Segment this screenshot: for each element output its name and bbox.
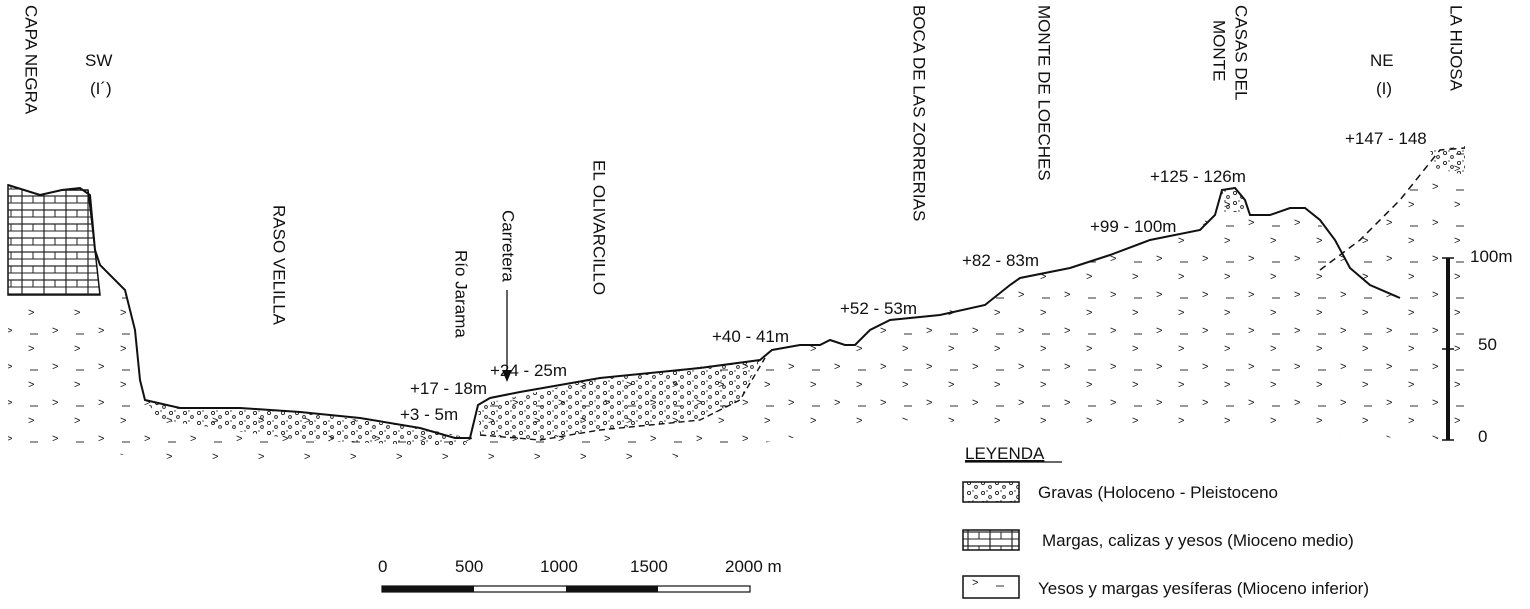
terrace-label: +40 - 41m xyxy=(712,327,789,346)
place-label: MONTE xyxy=(1210,20,1229,81)
cross-section: >> CAPA NEGRA RASO VELILLA Río Jarama Ca… xyxy=(0,0,1530,609)
terrace-label: +99 - 100m xyxy=(1090,217,1176,236)
direction-code: (I´) xyxy=(90,79,112,98)
place-label: EL OLIVARCILLO xyxy=(590,160,609,295)
terrace-label: +24 - 25m xyxy=(490,361,567,380)
scale-label: 50 xyxy=(1478,335,1497,354)
scale-label: 100m xyxy=(1470,247,1513,266)
limestone-block xyxy=(8,185,100,295)
legend-swatch xyxy=(963,482,1019,502)
terrace-label: +125 - 126m xyxy=(1150,167,1246,186)
legend: LEYENDA Gravas (Holoceno - Pleistoceno M… xyxy=(963,444,1369,598)
place-label: Carretera xyxy=(499,210,518,282)
place-label: CASAS DEL xyxy=(1232,5,1251,100)
terrace-label: +17 - 18m xyxy=(410,379,487,398)
geology xyxy=(8,146,1465,470)
place-label: MONTE DE LOECHES xyxy=(1035,5,1054,181)
legend-swatch xyxy=(963,530,1019,550)
place-label: RASO VELILLA xyxy=(270,205,289,326)
terrace-label: +3 - 5m xyxy=(400,405,458,424)
scale-label: 0 xyxy=(378,557,387,576)
place-label: CAPA NEGRA xyxy=(22,5,41,115)
page: >> CAPA NEGRA RASO VELILLA Río Jarama Ca… xyxy=(0,0,1530,609)
terrace-label: +52 - 53m xyxy=(840,299,917,318)
scale-label: 0 xyxy=(1478,427,1487,446)
place-label: LA HIJOSA xyxy=(1447,5,1466,92)
scale-label: 1000 xyxy=(540,557,578,576)
legend-swatch xyxy=(963,576,1019,598)
direction-code: (I) xyxy=(1376,79,1392,98)
terrace-label: +147 - 148 xyxy=(1345,129,1427,148)
scale-segment xyxy=(382,586,474,592)
legend-label: Gravas (Holoceno - Pleistoceno xyxy=(1038,483,1278,502)
scale-label: 1500 xyxy=(630,557,668,576)
terrace-label: +82 - 83m xyxy=(962,251,1039,270)
legend-label: Yesos y margas yesíferas (Mioceno inferi… xyxy=(1038,579,1369,598)
direction: NE xyxy=(1370,51,1394,70)
legend-title: LEYENDA xyxy=(965,444,1045,463)
gravel-terrace xyxy=(1222,188,1245,212)
horizontal-scale: 0 500 1000 1500 2000 m xyxy=(378,557,782,592)
scale-segment xyxy=(566,586,658,592)
legend-label: Margas, calizas y yesos (Mioceno medio) xyxy=(1042,531,1354,550)
place-label: Río Jarama xyxy=(452,250,471,338)
place-label: BOCA DE LAS ZORRERIAS xyxy=(910,5,929,221)
scale-label: 2000 m xyxy=(725,557,782,576)
scale-label: 500 xyxy=(455,557,483,576)
direction: SW xyxy=(85,51,112,70)
